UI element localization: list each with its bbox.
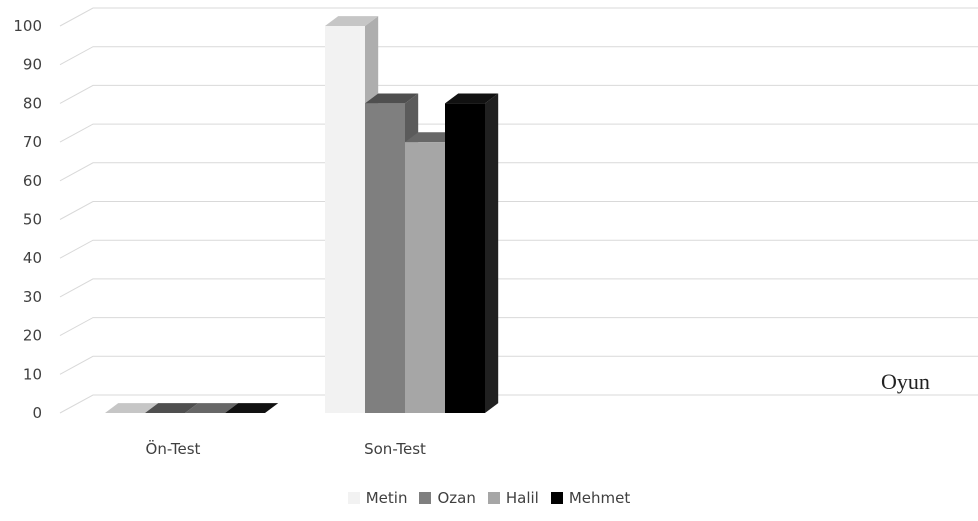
legend-item-mehmet: Mehmet <box>550 489 631 507</box>
legend-swatch <box>419 492 432 504</box>
y-tick-label: 100 <box>13 17 42 35</box>
y-tick-label: 80 <box>23 94 42 112</box>
legend-swatch <box>487 492 500 504</box>
legend-swatch <box>347 492 360 504</box>
bar-halil-0 <box>185 403 239 413</box>
gridline <box>59 239 978 259</box>
gridline <box>59 7 978 27</box>
legend-item-halil: Halil <box>487 489 539 507</box>
bar-ozan-0 <box>145 403 199 413</box>
y-tick-label: 0 <box>32 404 42 422</box>
y-tick-label: 50 <box>23 211 42 229</box>
category-labels: Ön-Test Son-Test <box>146 439 426 458</box>
y-tick-label: 30 <box>23 288 42 306</box>
gridline <box>59 355 978 375</box>
y-tick-label: 20 <box>23 327 42 345</box>
legend-label: Metin <box>365 489 408 507</box>
gridline <box>59 317 978 337</box>
gridline <box>59 46 978 66</box>
gridline <box>59 201 978 220</box>
y-tick-label: 90 <box>23 56 42 74</box>
legend: Metin Ozan Halil Mehmet <box>0 486 978 510</box>
gridlines <box>59 7 978 414</box>
legend-item-ozan: Ozan <box>419 489 476 507</box>
legend-swatch <box>550 492 563 504</box>
legend-label: Halil <box>505 489 539 507</box>
gridline <box>59 394 978 414</box>
gridline <box>59 278 978 298</box>
legend-label: Mehmet <box>568 489 631 507</box>
y-tick-label: 70 <box>23 133 42 151</box>
legend-item-metin: Metin <box>347 489 408 507</box>
legend-label: Ozan <box>437 489 476 507</box>
y-tick-label: 40 <box>23 249 42 267</box>
y-tick-label: 60 <box>23 172 42 190</box>
bar-mehmet-1 <box>445 93 499 414</box>
y-tick-label: 10 <box>23 365 42 383</box>
gridline <box>59 123 978 143</box>
category-label: Son-Test <box>364 440 426 458</box>
y-axis-ticks: 0 10 20 30 40 50 60 70 80 90 100 <box>13 17 42 422</box>
bars <box>105 16 499 414</box>
gridline <box>59 84 978 104</box>
gridline <box>59 162 978 182</box>
category-label: Ön-Test <box>146 439 201 458</box>
bar-metin-0 <box>105 403 159 413</box>
annotation-oyun: Oyun <box>881 369 930 394</box>
bar-mehmet-0 <box>225 403 279 413</box>
